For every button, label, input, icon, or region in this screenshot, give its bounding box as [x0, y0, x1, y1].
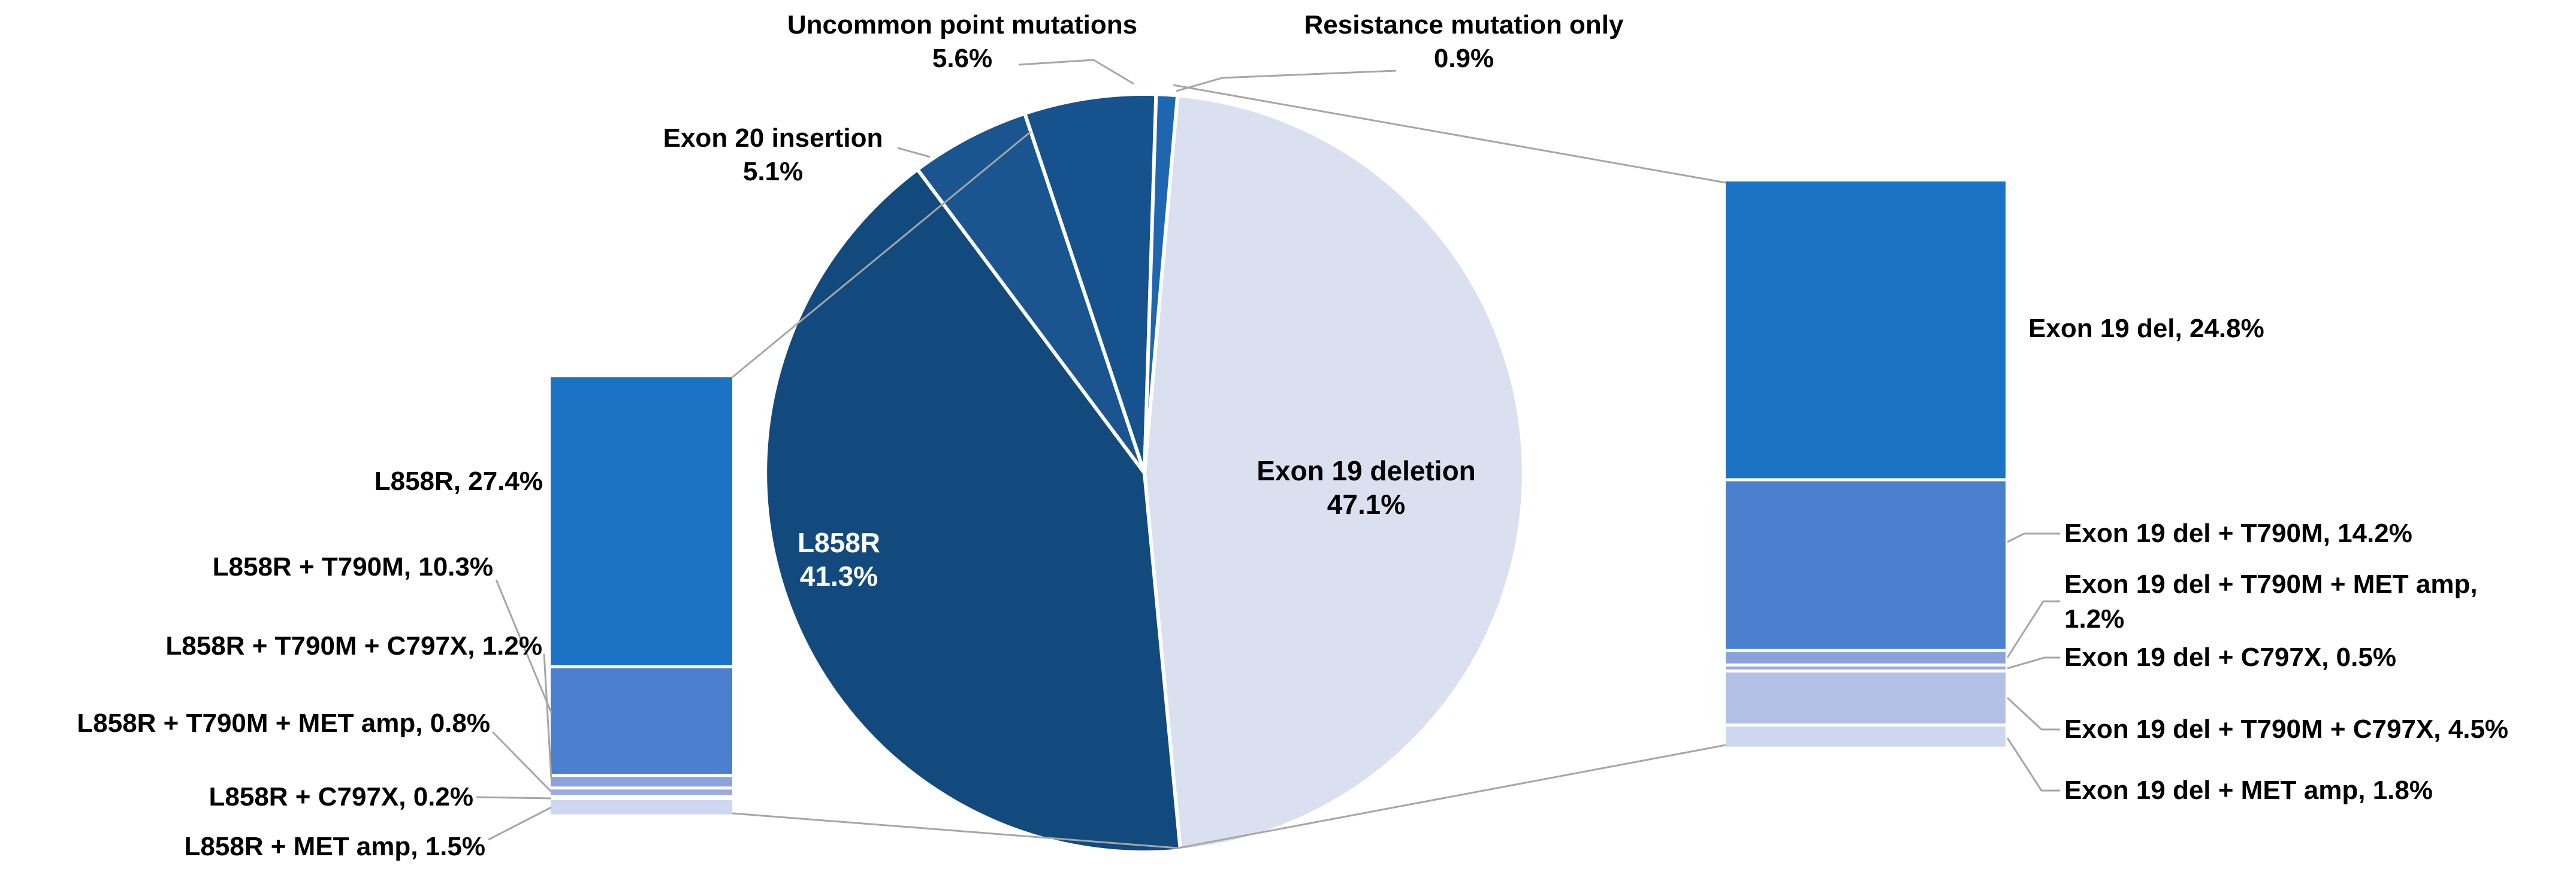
pie-label-l858r-name: L858R — [797, 527, 881, 558]
callout-exon20-insertion: Exon 20 insertion 5.1% — [663, 122, 883, 189]
right-bar-segment-exon-19-del-met-amp — [1726, 725, 2006, 747]
callout-resistance-value: 0.9% — [1433, 44, 1494, 73]
pie-bar-connector-line — [732, 812, 1179, 849]
callout-uncommon-value: 5.6% — [932, 44, 993, 73]
label-leader-line — [476, 796, 552, 800]
label-leader-line — [495, 579, 552, 713]
label-leader-line — [491, 731, 552, 793]
left-bar-segment-l858r-t790m-met-amp — [551, 788, 732, 797]
pie-slice-l858r — [763, 167, 1182, 854]
right-bar-segment-exon-19-del-c797x — [1726, 665, 2006, 671]
label-left-l858r-t790m: L858R + T790M, 10.3% — [212, 552, 493, 582]
right-bar-segment-exon-19-del-t790m — [1726, 480, 2006, 651]
left-bar-segment-l858r-t790m-c797x — [551, 775, 732, 788]
pie-label-exon19-deletion: Exon 19 deletion 47.1% — [1257, 454, 1476, 521]
pie-bar-connector-line — [1177, 744, 1726, 849]
label-right-exon19del-t790m-metamp: Exon 19 del + T790M + MET amp, 1.2% — [2064, 567, 2478, 637]
callout-uncommon-point-mutations: Uncommon point mutations 5.6% — [787, 8, 1137, 75]
pie-slice-exon-19-deletion — [1143, 93, 1526, 853]
label-leader-line — [2006, 600, 2060, 658]
pie-slice-exon-20-insertion — [916, 111, 1146, 475]
left-bar-segment-l858r — [551, 377, 732, 667]
label-right-exon19del-t790m-metamp-line1: Exon 19 del + T790M + MET amp, — [2064, 570, 2478, 599]
label-leader-line — [897, 147, 931, 158]
label-leader-line — [2007, 656, 2060, 670]
callout-uncommon-line1: Uncommon point mutations — [787, 10, 1138, 40]
label-leader-line — [1018, 59, 1134, 85]
label-left-l858r: L858R, 27.4% — [374, 467, 543, 496]
left-bar-segment-l858r-t790m — [551, 667, 732, 776]
label-leader-line — [488, 806, 552, 841]
label-leader-line — [2007, 532, 2060, 543]
pie-label-exon19-name: Exon 19 deletion — [1257, 455, 1476, 486]
right-bar-segment-exon-19-del — [1726, 181, 2006, 480]
label-left-l858r-c797x: L858R + C797X, 0.2% — [209, 782, 473, 812]
pie-slice-resistance-mutation-only — [1143, 92, 1180, 475]
pie-slice-uncommon-point-mutations — [1023, 92, 1158, 475]
callout-resistance-mutation-only: Resistance mutation only 0.9% — [1304, 8, 1623, 75]
pie-bar-connector-line — [1173, 84, 1726, 184]
label-right-exon19del-t790m-metamp-line2: 1.2% — [2064, 604, 2125, 634]
callout-exon20-value: 5.1% — [742, 157, 804, 186]
label-left-l858r-t790m-metamp: L858R + T790M + MET amp, 0.8% — [77, 709, 490, 738]
label-left-l858r-t790m-c797x: L858R + T790M + C797X, 1.2% — [165, 631, 542, 661]
label-right-exon19del-metamp: Exon 19 del + MET amp, 1.8% — [2064, 776, 2433, 805]
pie-bar-connector-line — [732, 131, 1031, 379]
label-leader-line — [543, 653, 552, 779]
pie-label-l858r-value: 41.3% — [799, 561, 878, 592]
label-right-exon19del-t790m: Exon 19 del + T790M, 14.2% — [2064, 519, 2412, 548]
label-leader-line — [2006, 697, 2060, 731]
right-bar-segment-exon-19-del-t790m-met-amp — [1726, 650, 2006, 665]
label-leader-line — [2006, 737, 2060, 792]
left-bar-segment-l858r-met-amp — [551, 798, 732, 815]
label-right-exon19del-c797x: Exon 19 del + C797X, 0.5% — [2064, 643, 2396, 672]
label-right-exon19del-t790m-c797x: Exon 19 del + T790M + C797X, 4.5% — [2064, 714, 2509, 744]
label-leader-line — [1176, 69, 1397, 92]
pie-label-exon19-value: 47.1% — [1327, 489, 1406, 520]
label-right-exon19del: Exon 19 del, 24.8% — [2028, 314, 2264, 343]
label-left-l858r-metamp: L858R + MET amp, 1.5% — [184, 832, 485, 861]
callout-resistance-line1: Resistance mutation only — [1304, 10, 1624, 40]
pie-label-l858r: L858R 41.3% — [798, 526, 880, 593]
callout-exon20-line1: Exon 20 insertion — [663, 123, 883, 153]
right-bar-segment-exon-19-del-t790m-c797x — [1726, 671, 2006, 725]
